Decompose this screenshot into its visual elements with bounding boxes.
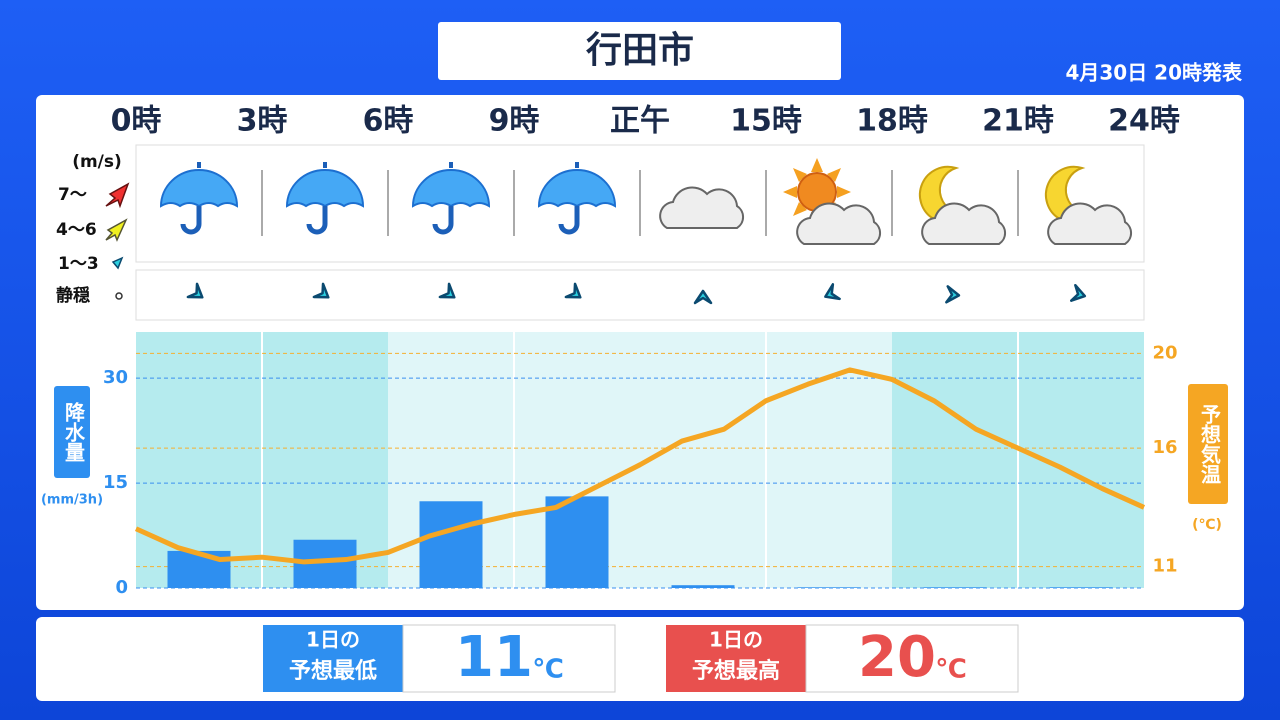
min-value: 11 <box>455 625 533 690</box>
yunit: (mm/3h) <box>41 493 103 508</box>
max-label: 1日の <box>709 628 763 652</box>
y-tick-label: 0 <box>115 577 128 598</box>
y2-tick-label: 16 <box>1152 437 1177 458</box>
issued: 4月30日 20時発表 <box>1065 61 1243 85</box>
y2label: 予想気温 <box>1198 404 1222 484</box>
wind-level: 4〜6 <box>56 220 97 240</box>
bar <box>545 496 609 588</box>
min-label: 1日の <box>306 628 360 652</box>
x-tick-label: 正午 <box>610 104 670 139</box>
bar <box>1049 587 1113 588</box>
max-label-box <box>666 625 806 692</box>
y2unit: (℃) <box>1192 517 1222 533</box>
min-label-box <box>263 625 403 692</box>
plot <box>134 352 1146 589</box>
x-tick-label: 21時 <box>982 104 1054 139</box>
title-box <box>438 22 841 80</box>
wind-level: 静穏 <box>56 285 90 306</box>
min-value-box <box>402 624 616 693</box>
plot-background <box>136 332 1144 588</box>
bar <box>923 587 987 588</box>
x-tick-label: 0時 <box>111 104 162 139</box>
separators <box>261 170 1019 236</box>
max-value-box <box>805 624 1019 693</box>
ylabel: 降水量 <box>62 401 86 462</box>
y2label-box <box>1188 384 1228 504</box>
x-tick-label: 24時 <box>1108 104 1180 139</box>
x-tick-label: 18時 <box>856 104 928 139</box>
title: 行田市 <box>586 30 694 71</box>
wind-row <box>135 269 1145 321</box>
temperature-line <box>134 367 1146 565</box>
bar <box>167 550 231 588</box>
wind-legend: (m/s) 7〜 4〜6 1〜3 静穏 <box>56 152 130 306</box>
summary-panel <box>36 617 1244 701</box>
ylabel-box <box>54 386 90 478</box>
x-tick-label: 6時 <box>363 104 414 139</box>
y2-tick-label: 20 <box>1152 342 1177 363</box>
bar <box>797 587 861 588</box>
wind-unit: (m/s) <box>72 152 122 172</box>
wind-level: 1〜3 <box>58 254 99 274</box>
bar <box>419 501 483 588</box>
bar <box>671 585 735 588</box>
x-tick-label: 9時 <box>489 104 540 139</box>
y2-tick-label: 11 <box>1152 556 1177 577</box>
x-tick-label: 3時 <box>237 104 288 139</box>
y-tick-label: 30 <box>103 367 128 388</box>
min-unit: ℃ <box>532 655 563 685</box>
max-value: 20 <box>858 625 936 690</box>
max-label: 予想最高 <box>692 658 780 684</box>
max-unit: ℃ <box>935 655 966 685</box>
min-label: 予想最低 <box>289 659 377 684</box>
x-tick-label: 15時 <box>730 104 802 139</box>
y-tick-label: 15 <box>103 472 128 493</box>
wind-level: 7〜 <box>58 185 87 205</box>
